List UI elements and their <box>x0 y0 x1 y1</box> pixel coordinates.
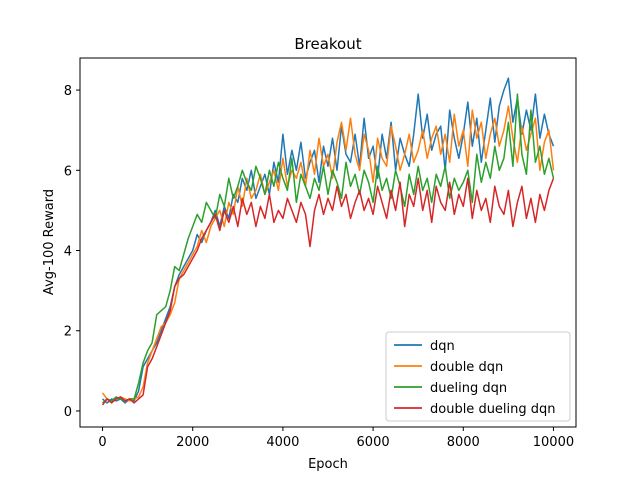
series-line-dueling-dqn <box>102 93 555 404</box>
legend-entry-label: double dueling dqn <box>430 402 556 417</box>
y-tick-label: 0 <box>64 405 72 420</box>
y-tick-label: 6 <box>64 164 72 179</box>
series-line-double-dueling-dqn <box>101 177 555 406</box>
y-tick-label: 8 <box>64 84 72 99</box>
x-tick-label: 2000 <box>176 435 209 450</box>
plot-frame <box>79 57 577 428</box>
x-tick-label: 0 <box>98 435 106 450</box>
x-axis: 0 2000 4000 6000 8000 10000 <box>98 427 574 450</box>
chart-title: Breakout <box>294 35 361 53</box>
x-tick-label: 8000 <box>447 435 480 450</box>
x-axis-label: Epoch <box>308 457 348 472</box>
legend-entry-label: dqn <box>430 339 455 354</box>
series-layer <box>101 77 555 406</box>
x-tick-label: 10000 <box>533 435 574 450</box>
x-tick-label: 6000 <box>357 435 390 450</box>
legend-entry-label: dueling dqn <box>430 381 507 396</box>
y-tick-label: 2 <box>64 325 72 340</box>
y-axis: 0 2 4 6 8 <box>64 84 80 420</box>
legend-entry-label: double dqn <box>430 360 503 375</box>
x-tick-label: 4000 <box>266 435 299 450</box>
y-axis-label: Avg-100 Reward <box>42 189 57 295</box>
legend-box <box>385 331 571 422</box>
legend: dqn double dqn dueling dqn double dueling d… <box>385 331 571 422</box>
series-line-double-dqn <box>101 105 555 402</box>
y-tick-label: 4 <box>64 245 72 260</box>
